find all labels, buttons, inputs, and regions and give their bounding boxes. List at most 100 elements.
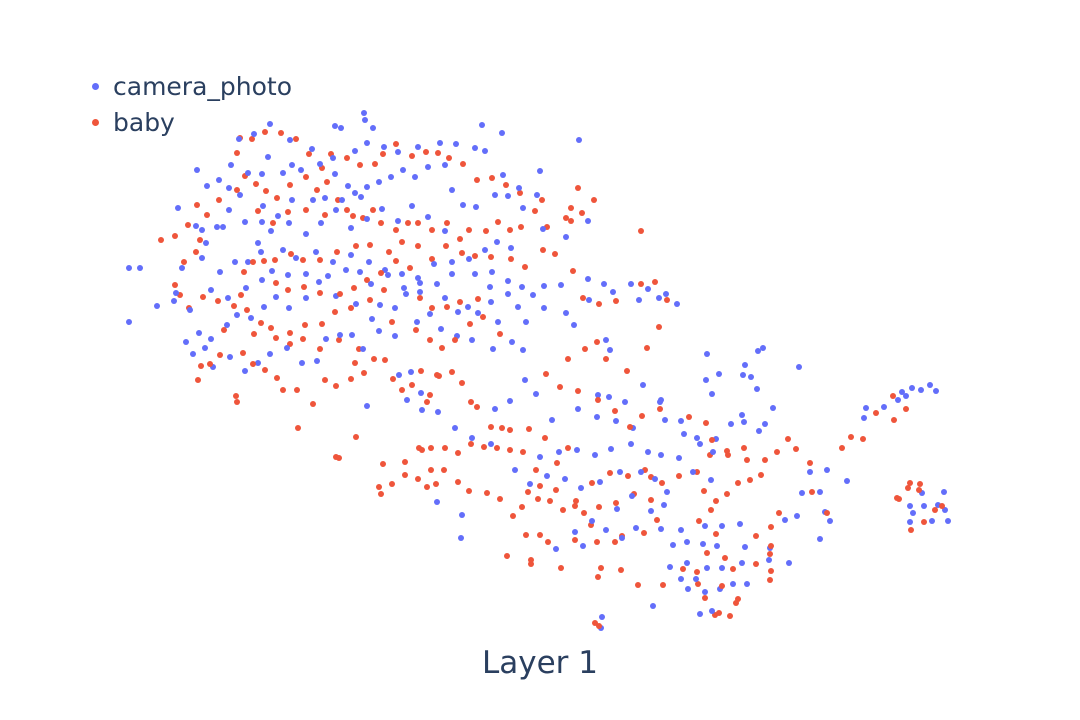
point-baby [274,375,280,381]
point-baby [423,149,429,155]
point-baby [839,445,845,451]
point-baby [285,209,291,215]
point-camera-photo [739,560,745,566]
point-camera-photo [594,414,600,420]
point-camera-photo [399,271,405,277]
point-baby [758,472,764,478]
point-camera-photo [628,281,634,287]
point-camera-photo [530,292,536,298]
point-camera-photo [427,311,433,317]
point-camera-photo [364,184,370,190]
point-camera-photo [260,203,266,209]
point-baby [554,460,560,466]
point-camera-photo [316,279,322,285]
point-baby [319,321,325,327]
point-baby [294,387,300,393]
point-camera-photo [562,476,568,482]
point-camera-photo [541,305,547,311]
point-baby [367,242,373,248]
point-camera-photo [794,513,800,519]
point-baby [433,481,439,487]
point-camera-photo [742,362,748,368]
point-baby [193,249,199,255]
point-camera-photo [208,336,214,342]
point-baby [580,295,586,301]
point-camera-photo [737,521,743,527]
point-camera-photo [702,523,708,529]
point-baby [547,498,553,504]
point-baby [441,467,447,473]
point-baby [676,473,682,479]
point-camera-photo [317,161,323,167]
point-camera-photo [730,581,736,587]
point-camera-photo [676,455,682,461]
point-baby [417,295,423,301]
point-camera-photo [237,192,243,198]
point-camera-photo [299,360,305,366]
point-camera-photo [918,387,924,393]
point-baby [570,268,576,274]
point-baby [774,449,780,455]
point-camera-photo [208,287,214,293]
legend[interactable]: camera_photo baby [92,68,292,140]
point-camera-photo [606,394,612,400]
point-baby [288,251,294,257]
point-baby [386,249,392,255]
point-baby [295,425,301,431]
point-baby [253,181,259,187]
point-baby [415,476,421,482]
point-camera-photo [786,560,792,566]
point-camera-photo [280,170,286,176]
point-baby [641,530,647,536]
point-baby [741,445,747,451]
point-baby [336,455,342,461]
point-baby [903,406,909,412]
point-camera-photo [690,469,696,475]
point-camera-photo [762,421,768,427]
point-baby [557,384,563,390]
point-camera-photo [417,289,423,295]
point-camera-photo [425,214,431,220]
point-baby [268,325,274,331]
point-baby [250,259,256,265]
point-camera-photo [310,197,316,203]
point-baby [158,237,164,243]
point-baby [310,401,316,407]
point-baby [558,565,564,571]
point-camera-photo [309,146,315,152]
point-baby [917,481,923,487]
legend-item-camera-photo[interactable]: camera_photo [92,68,292,104]
point-camera-photo [742,544,748,550]
point-baby [596,301,602,307]
point-camera-photo [574,447,580,453]
point-baby [873,410,879,416]
point-baby [466,227,472,233]
legend-item-baby[interactable]: baby [92,104,292,140]
point-baby [302,322,308,328]
point-baby [656,324,662,330]
point-camera-photo [227,354,233,360]
point-camera-photo [248,315,254,321]
point-baby [427,337,433,343]
point-baby [890,393,896,399]
point-baby [572,537,578,543]
point-camera-photo [509,339,515,345]
point-baby [537,532,543,538]
point-baby [680,566,686,572]
point-camera-photo [269,268,275,274]
point-baby [217,352,223,358]
point-camera-photo [537,454,543,460]
point-baby [361,370,367,376]
point-baby [565,356,571,362]
point-baby [442,445,448,451]
point-baby [713,498,719,504]
point-baby [638,228,644,234]
point-camera-photo [610,289,616,295]
point-camera-photo [216,177,222,183]
point-baby [753,533,759,539]
point-baby [457,299,463,305]
point-camera-photo [658,526,664,532]
legend-label-camera-photo: camera_photo [113,71,293,101]
point-camera-photo [360,346,366,352]
point-baby [533,467,539,473]
